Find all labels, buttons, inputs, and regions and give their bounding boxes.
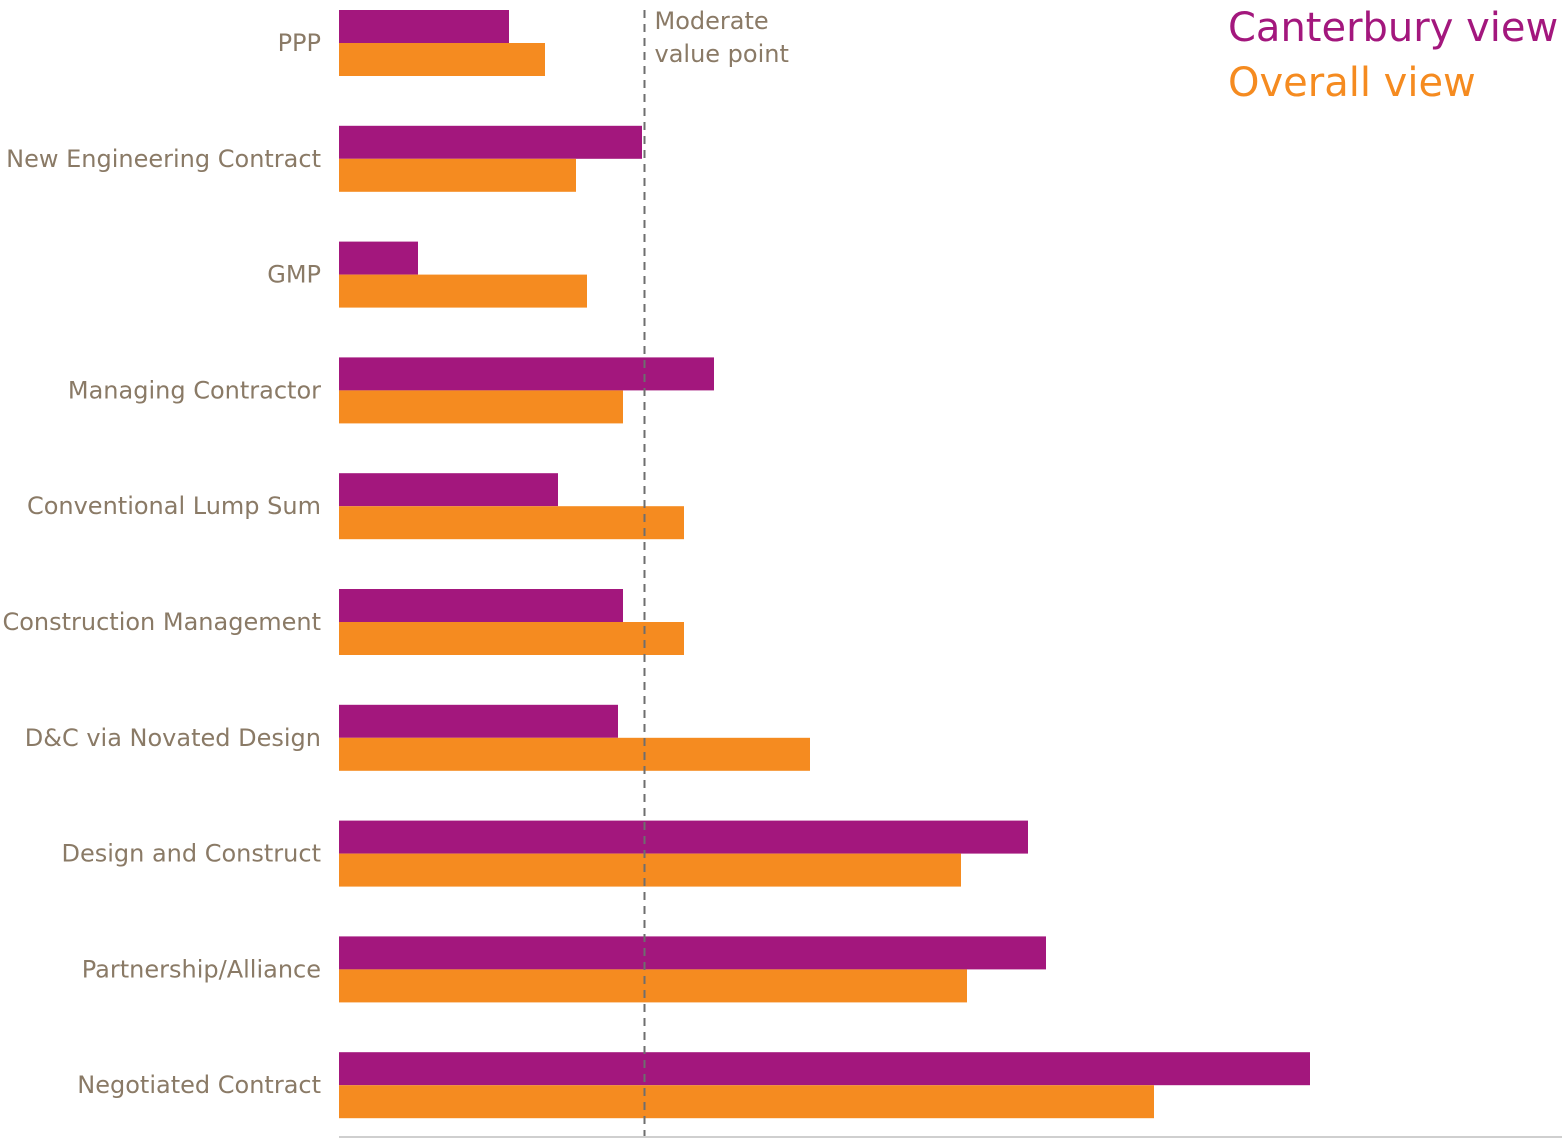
category-label: New Engineering Contract (6, 145, 321, 173)
bar-overall-managing-contractor (339, 390, 623, 424)
bar-overall-design-and-construct (339, 853, 961, 887)
bar-overall-ppp (339, 43, 545, 76)
category-label: GMP (267, 261, 321, 289)
bars-layer (339, 10, 1310, 1119)
bar-overall-d-c-via-novated-design (339, 737, 810, 771)
category-label: Partnership/Alliance (82, 955, 321, 983)
bar-canterbury-ppp (339, 10, 509, 43)
bar-overall-negotiated-contract (339, 1085, 1154, 1119)
reference-line-label-line1: Moderate (655, 7, 769, 35)
bar-overall-gmp (339, 274, 587, 308)
category-label: D&C via Novated Design (25, 724, 321, 752)
bar-canterbury-new-engineering-contract (339, 125, 642, 159)
bar-canterbury-design-and-construct (339, 820, 1028, 854)
category-label: PPP (278, 29, 321, 57)
bar-canterbury-d-c-via-novated-design (339, 704, 618, 738)
category-label: Conventional Lump Sum (27, 492, 321, 520)
category-label: Managing Contractor (68, 376, 321, 404)
category-label: Construction Management (2, 608, 321, 636)
bar-overall-new-engineering-contract (339, 158, 576, 192)
reference-line-label-line2: value point (655, 40, 789, 68)
legend-entry-overall-view: Overall view (1228, 60, 1476, 106)
bar-canterbury-conventional-lump-sum (339, 473, 558, 507)
bar-overall-partnership-alliance (339, 969, 967, 1003)
category-labels: PPP New Engineering Contract GMP Managing C… (2, 29, 321, 1099)
legend-entry-canterbury-view: Canterbury view (1228, 5, 1558, 51)
category-label: Design and Construct (61, 840, 321, 868)
bar-canterbury-partnership-alliance (339, 936, 1046, 970)
bar-canterbury-negotiated-contract (339, 1052, 1310, 1086)
category-label: Negotiated Contract (77, 1071, 321, 1099)
bar-overall-conventional-lump-sum (339, 506, 684, 540)
bar-canterbury-construction-management (339, 589, 623, 622)
bar-overall-construction-management (339, 622, 684, 655)
bar-canterbury-managing-contractor (339, 357, 714, 391)
bar-canterbury-gmp (339, 241, 418, 275)
